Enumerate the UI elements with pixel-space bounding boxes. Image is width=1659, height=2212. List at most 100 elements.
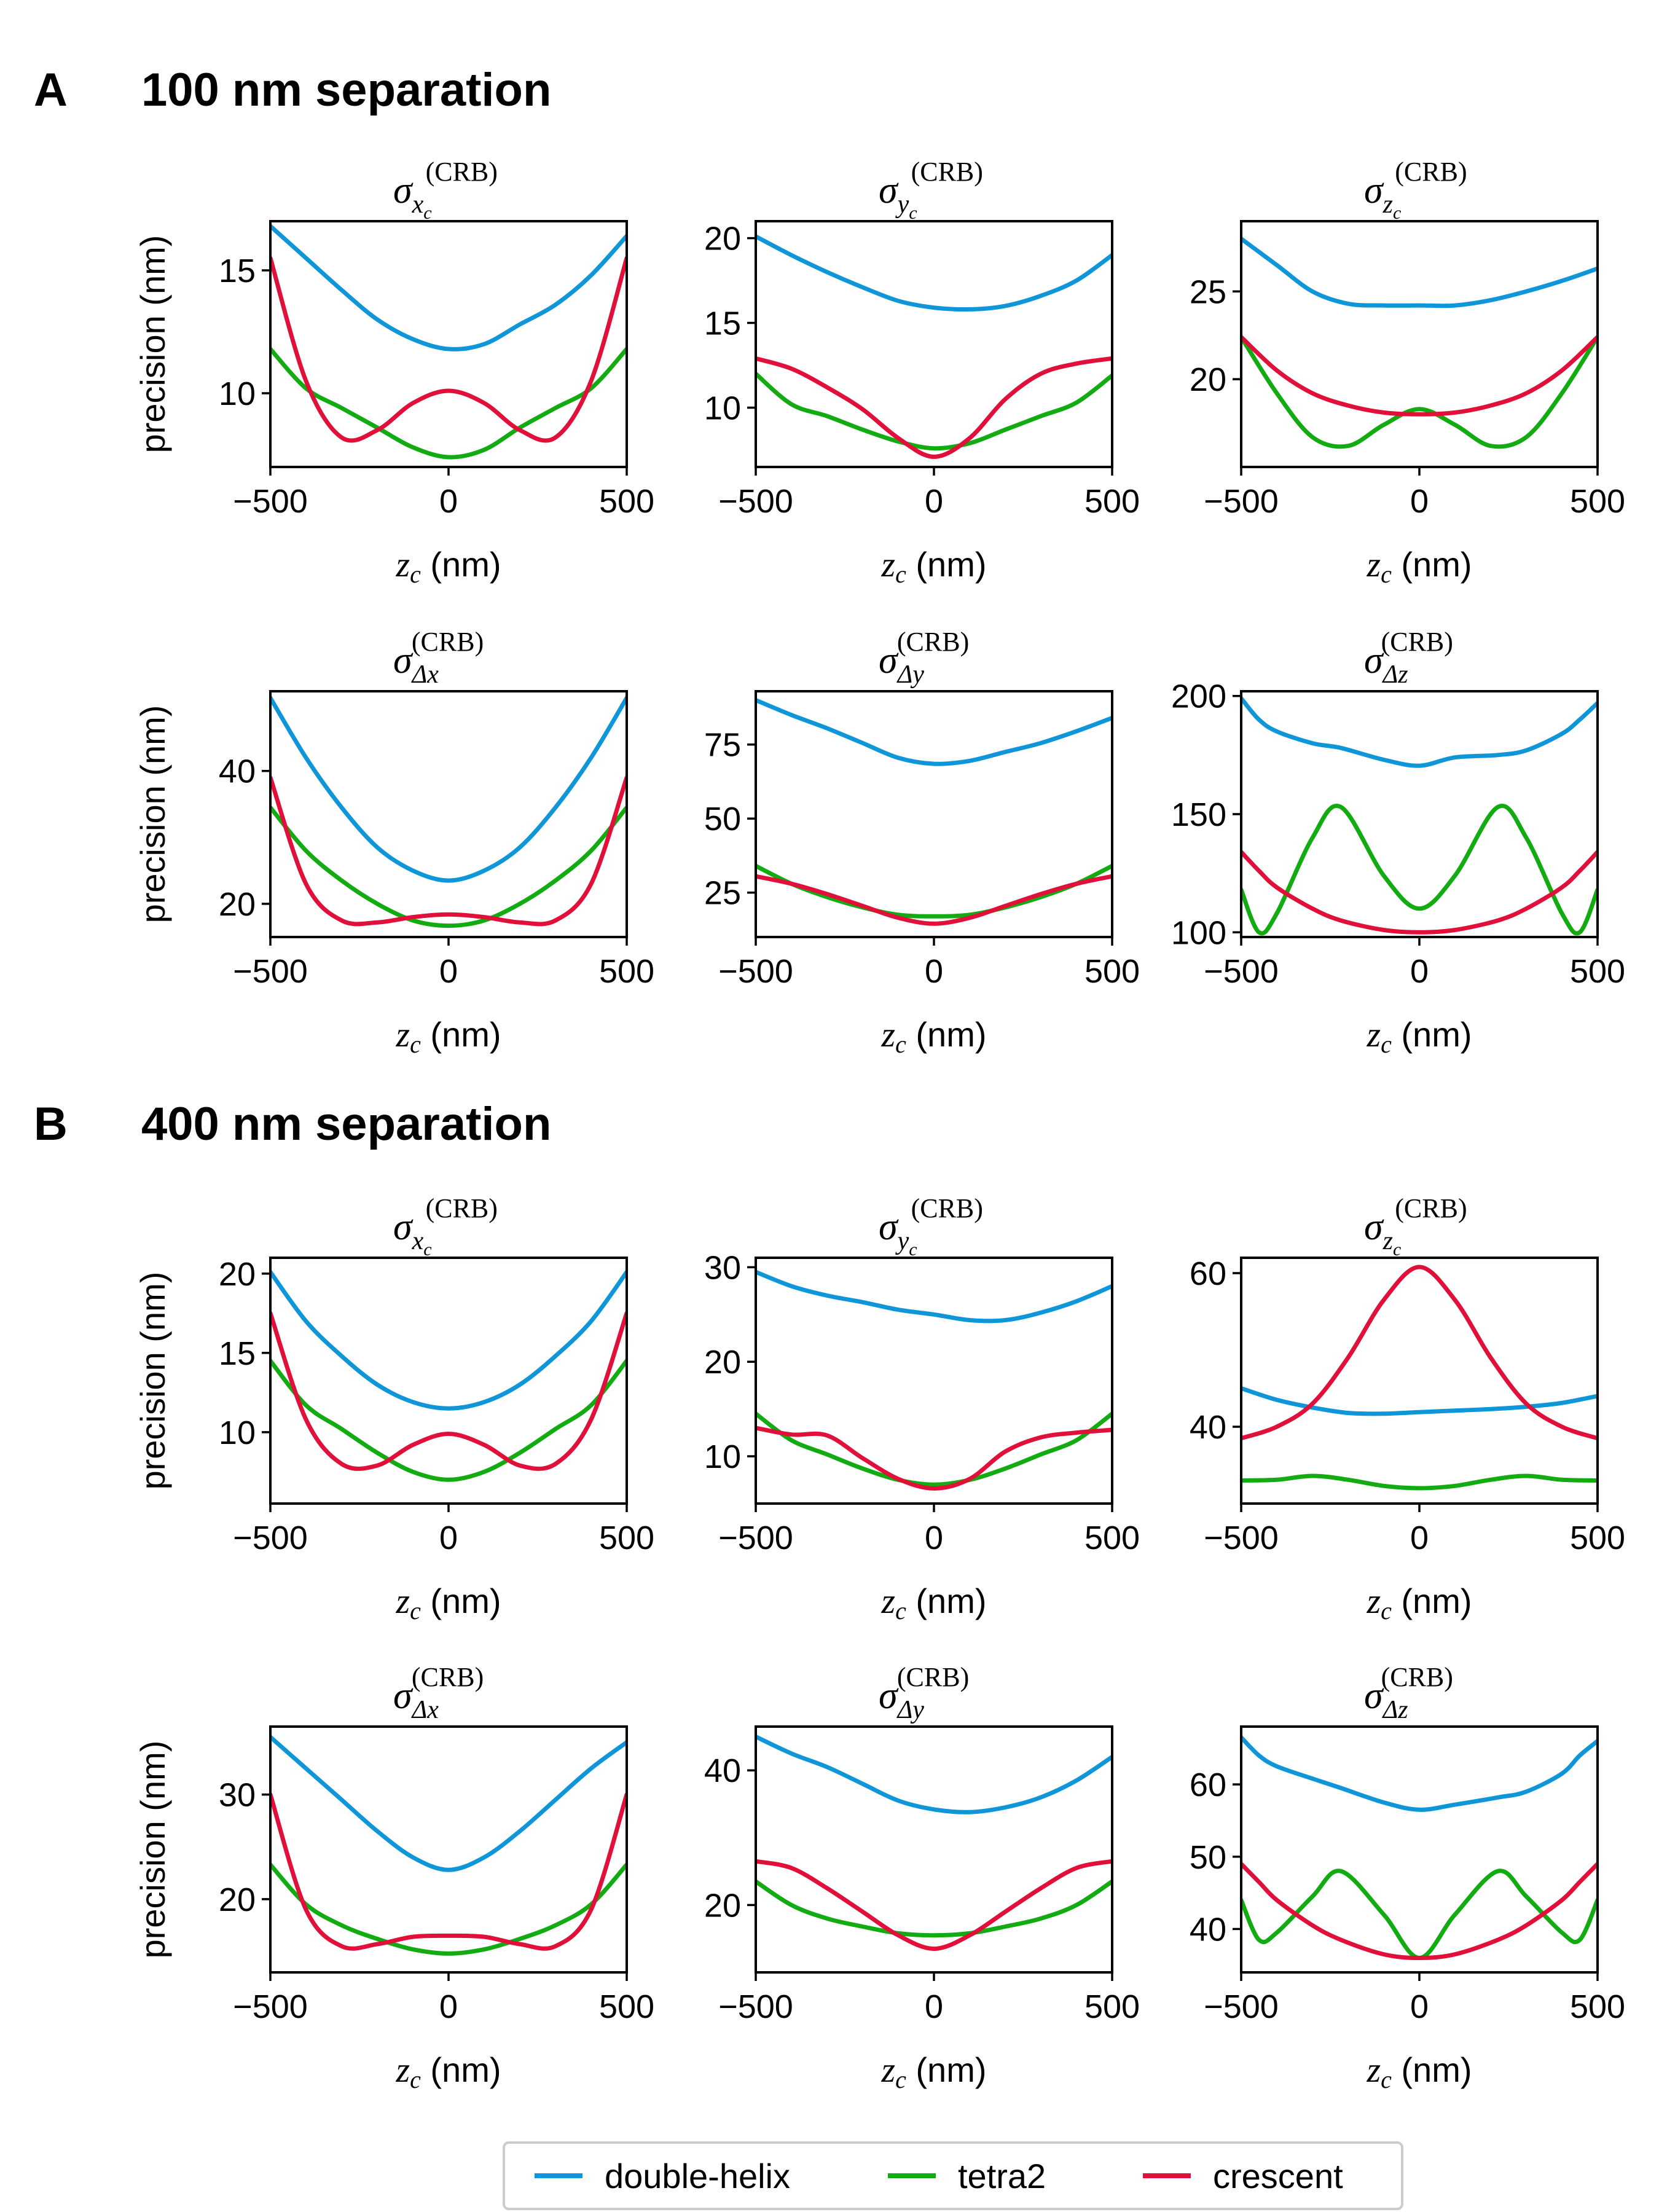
- y-tick-label: 20: [219, 886, 256, 923]
- subplot-title: σyc(CRB): [879, 157, 983, 223]
- x-tick-label: 0: [439, 953, 458, 990]
- subplot-title: σΔz(CRB): [1364, 1662, 1453, 1724]
- x-tick-label: 500: [1570, 483, 1625, 520]
- x-axis-label: zc (nm): [396, 2050, 501, 2093]
- panel-letter-a: A: [34, 64, 68, 116]
- series-group: [756, 1269, 1112, 1491]
- subplot-8: −500 0 500 10 20 30 zc (nm) σyc(CRB): [704, 1193, 1140, 1625]
- y-tick-label: 20: [219, 1881, 256, 1918]
- axes-frame: [1240, 1725, 1599, 1974]
- series-line-tetra2: [756, 1411, 1112, 1487]
- x-tick-label: 500: [599, 1988, 654, 2025]
- subplot-7: −500 0 500 10 15 20 zc (nm) precision (nm) σxc(C…: [133, 1193, 654, 1625]
- series-line-crescent: [1241, 1862, 1598, 1960]
- y-axis-label: precision (nm): [133, 705, 172, 924]
- x-tick-label: −500: [233, 1988, 308, 2025]
- series-group: [756, 1734, 1112, 1951]
- y-tick-label: 20: [704, 221, 741, 257]
- x-axis-label: zc (nm): [396, 1581, 501, 1625]
- legend-label: crescent: [1213, 2157, 1343, 2195]
- subplot-11: −500 0 500 20 40 zc (nm) σΔy(CRB): [704, 1662, 1140, 2093]
- y-tick-label: 40: [1190, 1409, 1226, 1446]
- x-tick-label: 0: [925, 953, 943, 990]
- series-line-crescent: [756, 874, 1112, 926]
- x-tick-label: 0: [925, 1520, 943, 1556]
- x-tick-label: 500: [1084, 953, 1140, 990]
- y-tick-label: 60: [1190, 1255, 1226, 1292]
- series-line-double-helix: [1241, 1386, 1598, 1416]
- x-tick-label: −500: [718, 1988, 793, 2025]
- y-tick-label: 15: [704, 305, 741, 342]
- subplot-title: σΔz(CRB): [1364, 627, 1453, 689]
- x-tick-label: 0: [439, 1520, 458, 1556]
- y-axis-label: precision (nm): [133, 235, 172, 453]
- series-line-tetra2: [756, 1879, 1112, 1938]
- series-line-tetra2: [270, 347, 627, 460]
- subplot-title: σΔx(CRB): [393, 627, 484, 689]
- series-line-double-helix: [270, 1269, 627, 1411]
- x-tick-label: 500: [599, 483, 654, 520]
- y-tick-label: 50: [1190, 1839, 1226, 1876]
- series-line-double-helix: [756, 698, 1112, 766]
- y-tick-label: 20: [704, 1887, 741, 1924]
- subplot-12: −500 0 500 40 50 60 zc (nm) σΔz(CRB): [1190, 1662, 1625, 2093]
- legend-entry-tetra2: tetra2: [888, 2157, 1046, 2195]
- subplot-title: σxc(CRB): [393, 157, 498, 223]
- series-line-tetra2: [270, 1862, 627, 1956]
- subplot-title: σyc(CRB): [879, 1193, 983, 1260]
- axes-frame: [269, 690, 628, 938]
- series-line-double-helix: [756, 1734, 1112, 1814]
- x-tick-label: −500: [718, 483, 793, 520]
- legend-label: double-helix: [605, 2157, 790, 2195]
- legend-frame: [503, 2141, 1403, 2210]
- y-tick-label: 100: [1171, 914, 1226, 951]
- series-group: [270, 1269, 627, 1482]
- subplot-6: −500 0 500 100 150 200 zc (nm) σΔz(CRB): [1171, 627, 1625, 1058]
- x-tick-label: 500: [1570, 953, 1625, 990]
- series-line-double-helix: [270, 696, 627, 883]
- series-line-double-helix: [1241, 1735, 1598, 1812]
- y-tick-label: 40: [704, 1752, 741, 1789]
- series-line-crescent: [1241, 1265, 1598, 1441]
- subplot-title: σΔy(CRB): [879, 1662, 969, 1724]
- series-line-crescent: [1241, 850, 1598, 935]
- y-tick-label: 15: [219, 1335, 256, 1372]
- panel-letter-b: B: [34, 1098, 68, 1150]
- series-line-crescent: [1241, 335, 1598, 417]
- series-group: [756, 698, 1112, 926]
- x-axis-label: zc (nm): [881, 544, 987, 588]
- series-line-tetra2: [1241, 1473, 1598, 1491]
- x-axis-label: zc (nm): [1367, 1581, 1472, 1625]
- x-tick-label: 500: [1084, 1520, 1140, 1556]
- y-tick-label: 10: [219, 375, 256, 412]
- x-axis-label: zc (nm): [1367, 1014, 1472, 1058]
- y-tick-label: 40: [1190, 1911, 1226, 1948]
- legend: double-helix tetra2 crescent: [503, 2141, 1403, 2210]
- subplot-9: −500 0 500 40 60 zc (nm) σzc(CRB): [1190, 1193, 1625, 1625]
- series-line-tetra2: [270, 805, 627, 928]
- axes-frame: [755, 220, 1113, 468]
- x-tick-label: −500: [718, 953, 793, 990]
- y-tick-label: 10: [704, 390, 741, 426]
- series-line-double-helix: [270, 224, 627, 351]
- subplot-2: −500 0 500 10 15 20 zc (nm) σyc(CRB): [704, 157, 1140, 588]
- subplot-1: −500 0 500 10 15 zc (nm) precision (nm) σxc(CRB…: [133, 157, 654, 588]
- x-tick-label: 0: [439, 1988, 458, 2025]
- series-line-crescent: [270, 1792, 627, 1951]
- axes-frame: [755, 1257, 1113, 1505]
- legend-entry-double-helix: double-helix: [535, 2157, 790, 2195]
- x-axis-label: zc (nm): [396, 544, 501, 588]
- x-axis-label: zc (nm): [881, 1014, 987, 1058]
- y-tick-label: 20: [219, 1256, 256, 1293]
- x-tick-label: 0: [1410, 1520, 1429, 1556]
- y-axis-label: precision (nm): [133, 1272, 172, 1490]
- series-line-double-helix: [756, 234, 1112, 312]
- x-tick-label: 500: [1570, 1520, 1625, 1556]
- subplot-5: −500 0 500 25 50 75 zc (nm) σΔy(CRB): [704, 627, 1140, 1058]
- x-tick-label: −500: [233, 953, 308, 990]
- series-group: [270, 696, 627, 928]
- y-tick-label: 40: [219, 753, 256, 790]
- y-tick-label: 75: [704, 727, 741, 764]
